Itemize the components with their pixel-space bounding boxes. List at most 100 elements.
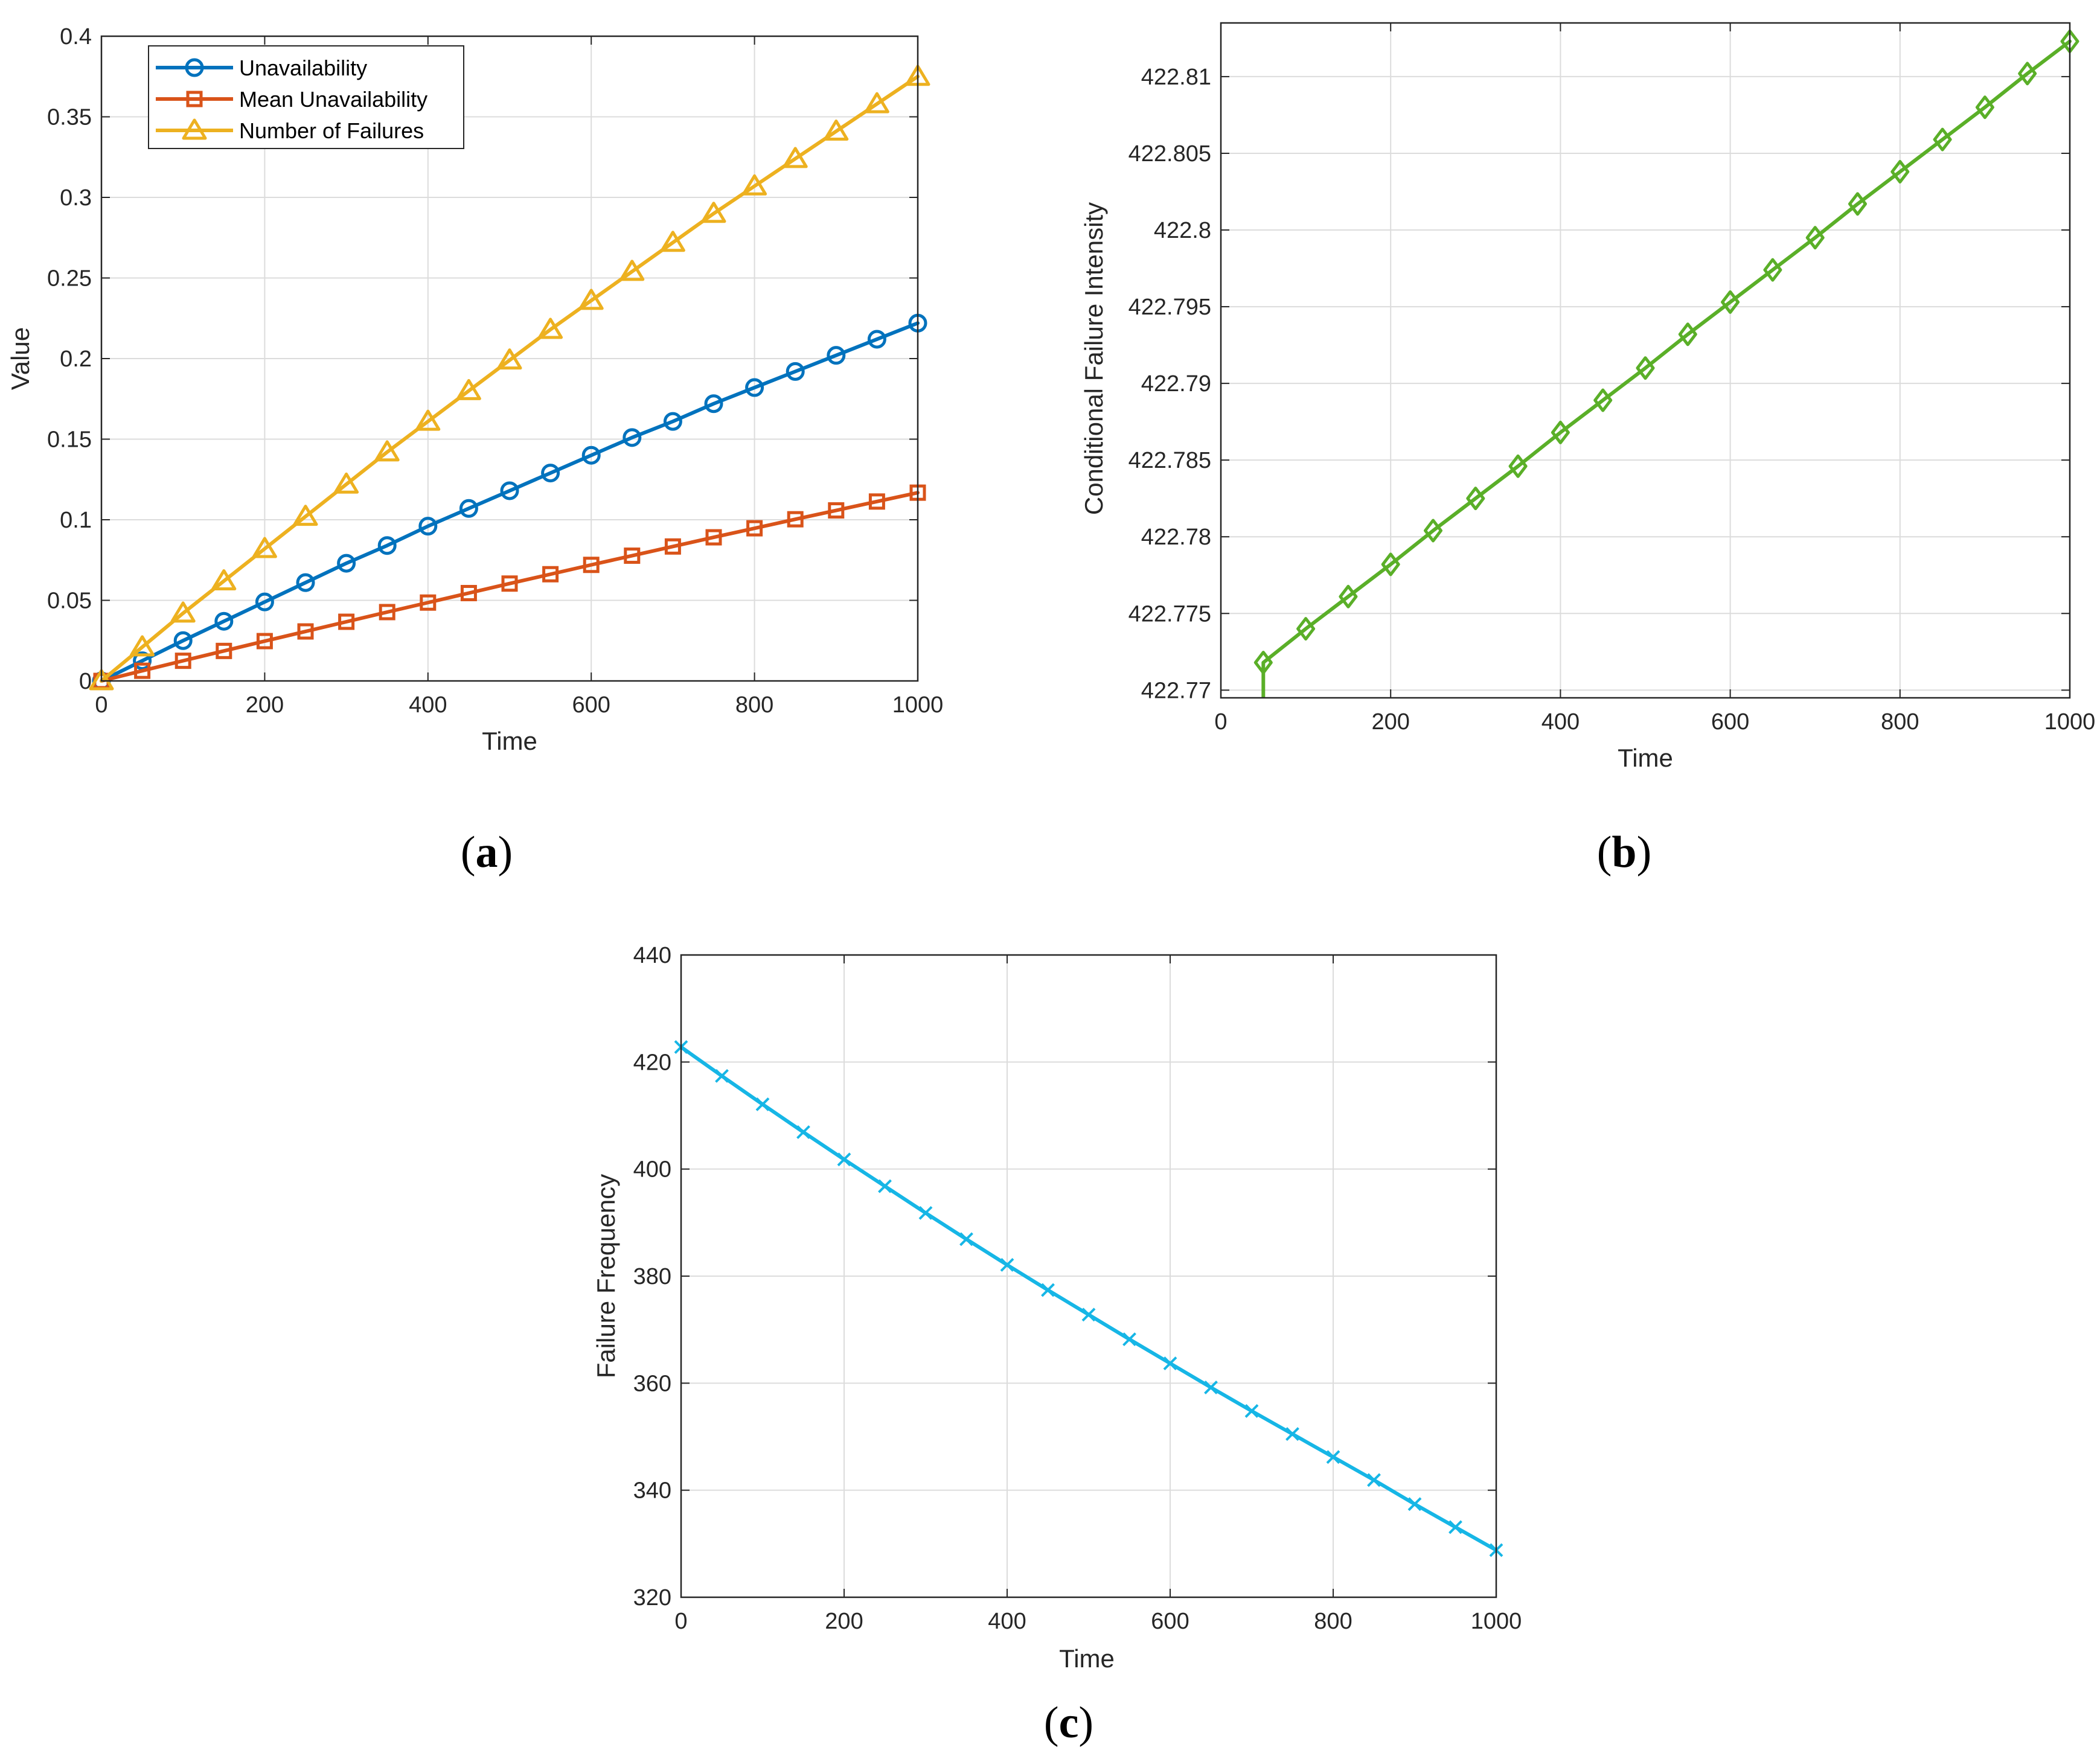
data-point-failure-frequency-stroke-2 bbox=[1041, 1283, 1055, 1297]
x-tick-label-c: 1000 bbox=[1471, 1609, 1522, 1634]
data-point-mean-unavailability bbox=[420, 594, 437, 611]
y-tick-label-a: 0.15 bbox=[47, 427, 92, 453]
legend-entry-number-of-failures: Number of Failures bbox=[156, 118, 424, 143]
data-point-mean-unavailability bbox=[134, 662, 151, 679]
legend-label-mean-unavailability: Mean Unavailability bbox=[239, 87, 427, 112]
data-point-mean-unavailability bbox=[583, 557, 600, 573]
data-point-failure-frequency bbox=[1081, 1308, 1096, 1322]
x-tick-label-b: 200 bbox=[1371, 709, 1409, 735]
data-point-conditional-failure-intensity bbox=[1890, 159, 1910, 184]
x-tick-label-a: 400 bbox=[409, 692, 447, 718]
data-point-failure-frequency bbox=[796, 1125, 810, 1139]
data-point-failure-frequency bbox=[1122, 1332, 1136, 1347]
panel-label-b-letter: b bbox=[1612, 828, 1636, 877]
data-point-conditional-failure-intensity bbox=[1339, 584, 1358, 608]
y-tick-label-a: 0.1 bbox=[60, 508, 92, 533]
x-tick-label-b: 400 bbox=[1541, 709, 1580, 735]
data-point-mean-unavailability bbox=[174, 653, 191, 669]
series-line-number-of-failures bbox=[100, 74, 920, 683]
panel-label-a-open: ( bbox=[461, 828, 476, 877]
data-point-unavailability bbox=[418, 517, 438, 536]
data-point-conditional-failure-intensity bbox=[1593, 388, 1613, 412]
legend-label-unavailability: Unavailability bbox=[239, 56, 367, 80]
panel-label-c-close: ) bbox=[1078, 1698, 1093, 1748]
data-point-conditional-failure-intensity bbox=[2018, 62, 2037, 86]
data-point-unavailability bbox=[704, 394, 723, 414]
data-point-number-of-failures bbox=[252, 537, 277, 558]
data-point-number-of-failures bbox=[538, 318, 563, 339]
x-tick-label-b: 0 bbox=[1214, 709, 1227, 735]
x-tick-label-c: 0 bbox=[674, 1609, 687, 1634]
x-tick-label-a: 200 bbox=[246, 692, 284, 718]
data-point-conditional-failure-intensity bbox=[1508, 454, 1528, 478]
data-point-conditional-failure-intensity bbox=[1636, 356, 1655, 380]
y-tick-label-b: 422.775 bbox=[1128, 601, 1211, 627]
y-tick-label-b: 422.8 bbox=[1154, 218, 1211, 243]
data-point-failure-frequency bbox=[1326, 1450, 1340, 1464]
y-tick-label-b: 422.785 bbox=[1128, 448, 1211, 473]
data-point-failure-frequency-stroke-2 bbox=[1204, 1381, 1218, 1394]
data-point-conditional-failure-intensity bbox=[1805, 226, 1825, 250]
data-point-number-of-failures bbox=[497, 348, 522, 370]
data-point-number-of-failures bbox=[660, 231, 685, 252]
data-point-number-of-failures bbox=[170, 601, 196, 623]
y-tick-label-c: 340 bbox=[633, 1478, 671, 1504]
data-point-failure-frequency-stroke-2 bbox=[1407, 1497, 1422, 1512]
data-point-failure-frequency bbox=[1204, 1381, 1218, 1394]
data-point-conditional-failure-intensity bbox=[1551, 420, 1570, 444]
data-point-failure-frequency-stroke-2 bbox=[1285, 1427, 1299, 1441]
series-group-c bbox=[674, 1040, 1503, 1557]
data-point-conditional-failure-intensity bbox=[1381, 552, 1400, 576]
data-point-failure-frequency-stroke-2 bbox=[755, 1097, 770, 1111]
x-tick-label-b: 800 bbox=[1881, 709, 1919, 735]
y-tick-label-b: 422.78 bbox=[1141, 525, 1211, 550]
data-point-failure-frequency-stroke-2 bbox=[715, 1068, 729, 1083]
y-tick-label-b: 422.795 bbox=[1128, 295, 1211, 320]
data-point-failure-frequency bbox=[878, 1179, 892, 1193]
data-point-failure-frequency-stroke-2 bbox=[1163, 1356, 1177, 1370]
data-point-failure-frequency bbox=[1000, 1257, 1014, 1272]
data-point-conditional-failure-intensity bbox=[1466, 487, 1485, 511]
data-point-failure-frequency-stroke-2 bbox=[1122, 1332, 1136, 1347]
data-point-mean-unavailability bbox=[338, 613, 355, 630]
series-mean-unavailability bbox=[93, 484, 926, 689]
panel-label-b: (b) bbox=[1597, 828, 1651, 877]
data-point-number-of-failures bbox=[701, 202, 726, 223]
y-tick-label-a: 0.4 bbox=[60, 24, 92, 49]
data-point-mean-unavailability bbox=[624, 548, 641, 564]
data-point-failure-frequency bbox=[755, 1097, 770, 1111]
x-tick-label-a: 600 bbox=[572, 692, 610, 718]
data-point-number-of-failures bbox=[130, 635, 155, 657]
series-conditional-failure-intensity bbox=[1253, 29, 2079, 698]
data-point-failure-frequency-stroke-2 bbox=[918, 1205, 933, 1220]
data-point-mean-unavailability bbox=[379, 604, 395, 621]
panel-label-b-open: ( bbox=[1597, 828, 1612, 877]
x-tick-label-a: 0 bbox=[95, 692, 107, 718]
x-tick-labels-b: 0 200 400 600 800 1000 bbox=[1214, 709, 2095, 735]
data-point-unavailability bbox=[296, 573, 315, 592]
y-tick-label-c: 320 bbox=[633, 1585, 671, 1611]
data-point-mean-unavailability bbox=[705, 529, 722, 546]
data-point-unavailability bbox=[337, 554, 356, 573]
series-group-b bbox=[1253, 29, 2079, 698]
data-point-unavailability bbox=[459, 499, 478, 518]
y-axis-label-b: Conditional Failure Intensity bbox=[1080, 202, 1108, 515]
series-group-a bbox=[89, 65, 930, 691]
panel-label-c: (c) bbox=[1044, 1698, 1093, 1748]
data-point-failure-frequency bbox=[837, 1152, 851, 1167]
y-tick-label-a: 0.3 bbox=[60, 185, 92, 211]
data-point-unavailability bbox=[541, 464, 560, 483]
data-point-failure-frequency bbox=[959, 1232, 973, 1247]
y-tick-labels-a: 0 0.05 0.1 0.15 0.2 0.25 0.3 0.35 0.4 bbox=[47, 24, 92, 694]
plot-frame-c bbox=[680, 954, 1497, 1598]
data-point-conditional-failure-intensity bbox=[1678, 322, 1697, 346]
x-axis-label-a: Time bbox=[482, 727, 537, 755]
data-point-unavailability bbox=[581, 445, 601, 465]
plot-frame-b bbox=[1220, 22, 2071, 699]
y-tick-label-a: 0.2 bbox=[60, 346, 92, 372]
legend-marker-number-of-failures bbox=[182, 118, 207, 140]
legend-marker-unavailability bbox=[185, 58, 204, 77]
legend-a: Unavailability Mean Unavailability Numbe… bbox=[148, 45, 464, 149]
x-tick-labels-a: 0 200 400 600 800 1000 bbox=[95, 692, 943, 718]
